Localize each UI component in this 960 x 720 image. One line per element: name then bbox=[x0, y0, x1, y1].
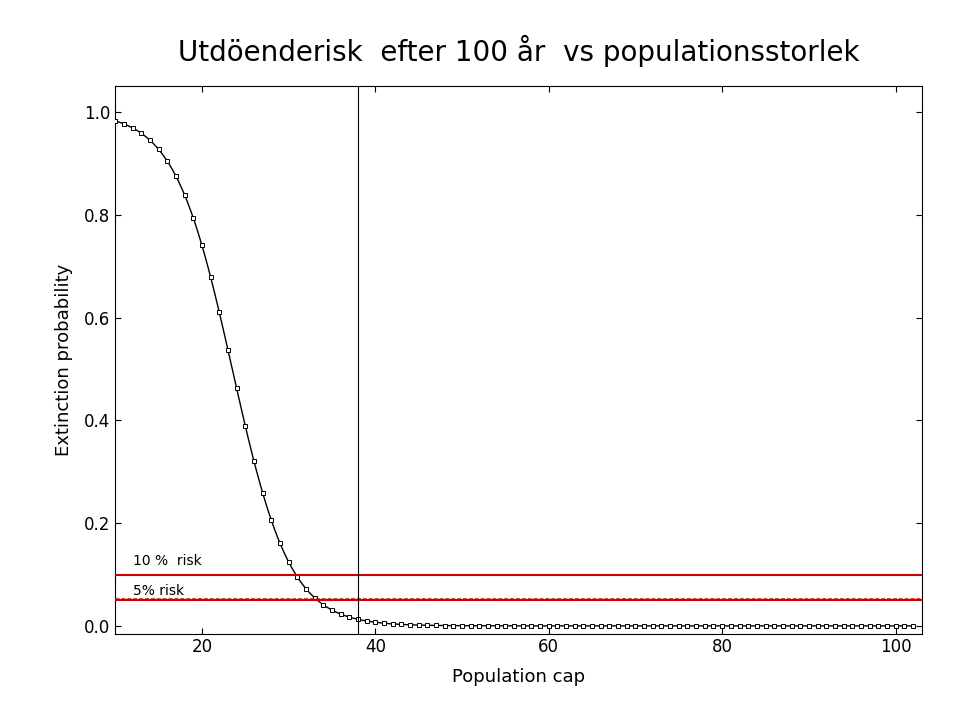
Y-axis label: Extinction probability: Extinction probability bbox=[55, 264, 73, 456]
X-axis label: Population cap: Population cap bbox=[452, 667, 585, 685]
Text: 10 %  risk: 10 % risk bbox=[132, 554, 202, 568]
Title: Utdöenderisk  efter 100 år  vs populationsstorlek: Utdöenderisk efter 100 år vs populations… bbox=[178, 35, 859, 68]
Text: 5% risk: 5% risk bbox=[132, 584, 183, 598]
